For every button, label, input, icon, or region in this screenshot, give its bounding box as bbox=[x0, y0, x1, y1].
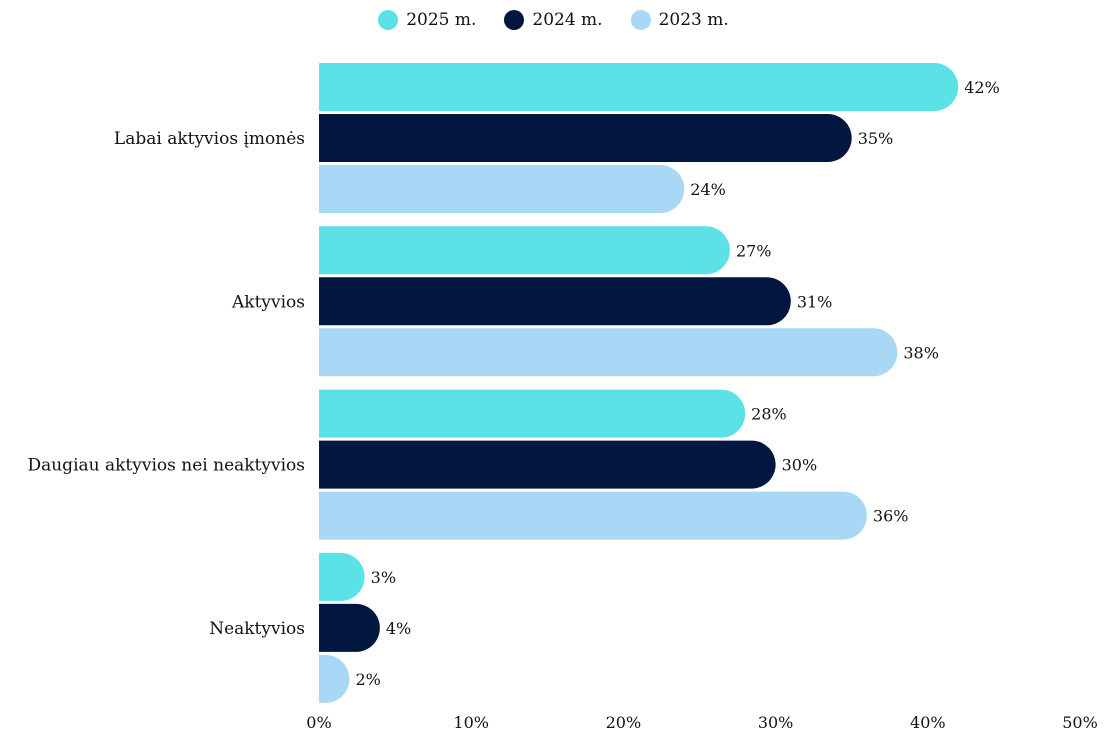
bar-labai-aktyvios-mon-s-2025-m bbox=[319, 63, 959, 111]
data-label-aktyvios-2025-m: 27% bbox=[736, 241, 772, 260]
x-tick-50: 50% bbox=[1062, 713, 1098, 731]
legend-swatch-2025 bbox=[378, 10, 399, 30]
data-label-aktyvios-2024-m: 31% bbox=[797, 292, 833, 311]
data-label-neaktyvios-2025-m: 3% bbox=[371, 568, 396, 587]
bar-labai-aktyvios-mon-s-2024-m bbox=[319, 114, 852, 162]
category-label-aktyvios: Aktyvios bbox=[231, 292, 305, 312]
data-label-labai-aktyvios-mon-s-2023-m: 24% bbox=[690, 180, 726, 199]
legend-label-2025: 2025 m. bbox=[406, 10, 477, 30]
bar-neaktyvios-2023-m bbox=[319, 654, 350, 703]
legend-item-2024: 2024 m. bbox=[504, 10, 603, 30]
bar-daugiau-aktyvios-nei-neaktyvios-2023-m bbox=[319, 491, 867, 540]
data-label-neaktyvios-2024-m: 4% bbox=[386, 619, 411, 638]
bar-daugiau-aktyvios-nei-neaktyvios-2024-m bbox=[319, 440, 776, 489]
data-label-daugiau-aktyvios-nei-neaktyvios-2024-m: 30% bbox=[782, 456, 818, 475]
legend-swatch-2024 bbox=[504, 10, 525, 30]
legend-swatch-2023 bbox=[630, 10, 651, 30]
data-label-labai-aktyvios-mon-s-2025-m: 42% bbox=[964, 78, 1000, 97]
category-label-labai-aktyvios-mon-s: Labai aktyvios įmonės bbox=[114, 129, 305, 149]
x-tick-10: 10% bbox=[453, 713, 489, 731]
legend-label-2023: 2023 m. bbox=[658, 10, 729, 30]
data-label-neaktyvios-2023-m: 2% bbox=[355, 670, 380, 689]
bar-daugiau-aktyvios-nei-neaktyvios-2025-m bbox=[319, 389, 746, 438]
x-tick-0: 0% bbox=[306, 713, 331, 731]
bar-aktyvios-2023-m bbox=[319, 328, 898, 377]
bar-neaktyvios-2025-m bbox=[319, 552, 365, 601]
data-label-daugiau-aktyvios-nei-neaktyvios-2023-m: 36% bbox=[873, 507, 909, 526]
legend-item-2025: 2025 m. bbox=[378, 10, 476, 30]
x-tick-30: 30% bbox=[758, 713, 794, 731]
x-tick-20: 20% bbox=[606, 713, 642, 731]
data-label-labai-aktyvios-mon-s-2024-m: 35% bbox=[858, 129, 894, 148]
bar-labai-aktyvios-mon-s-2023-m bbox=[319, 165, 685, 213]
bar-neaktyvios-2024-m bbox=[319, 603, 380, 652]
legend: 2025 m. 2024 m. 2023 m. bbox=[0, 10, 1107, 30]
data-label-aktyvios-2023-m: 38% bbox=[903, 343, 939, 362]
x-tick-40: 40% bbox=[910, 713, 946, 731]
category-label-daugiau-aktyvios-nei-neaktyvios: Daugiau aktyvios nei neaktyvios bbox=[27, 456, 305, 476]
legend-label-2024: 2024 m. bbox=[532, 10, 603, 30]
data-label-daugiau-aktyvios-nei-neaktyvios-2025-m: 28% bbox=[751, 405, 787, 424]
category-label-neaktyvios: Neaktyvios bbox=[209, 619, 305, 639]
bar-aktyvios-2025-m bbox=[319, 226, 730, 275]
legend-item-2023: 2023 m. bbox=[630, 10, 729, 30]
bar-aktyvios-2024-m bbox=[319, 277, 791, 326]
